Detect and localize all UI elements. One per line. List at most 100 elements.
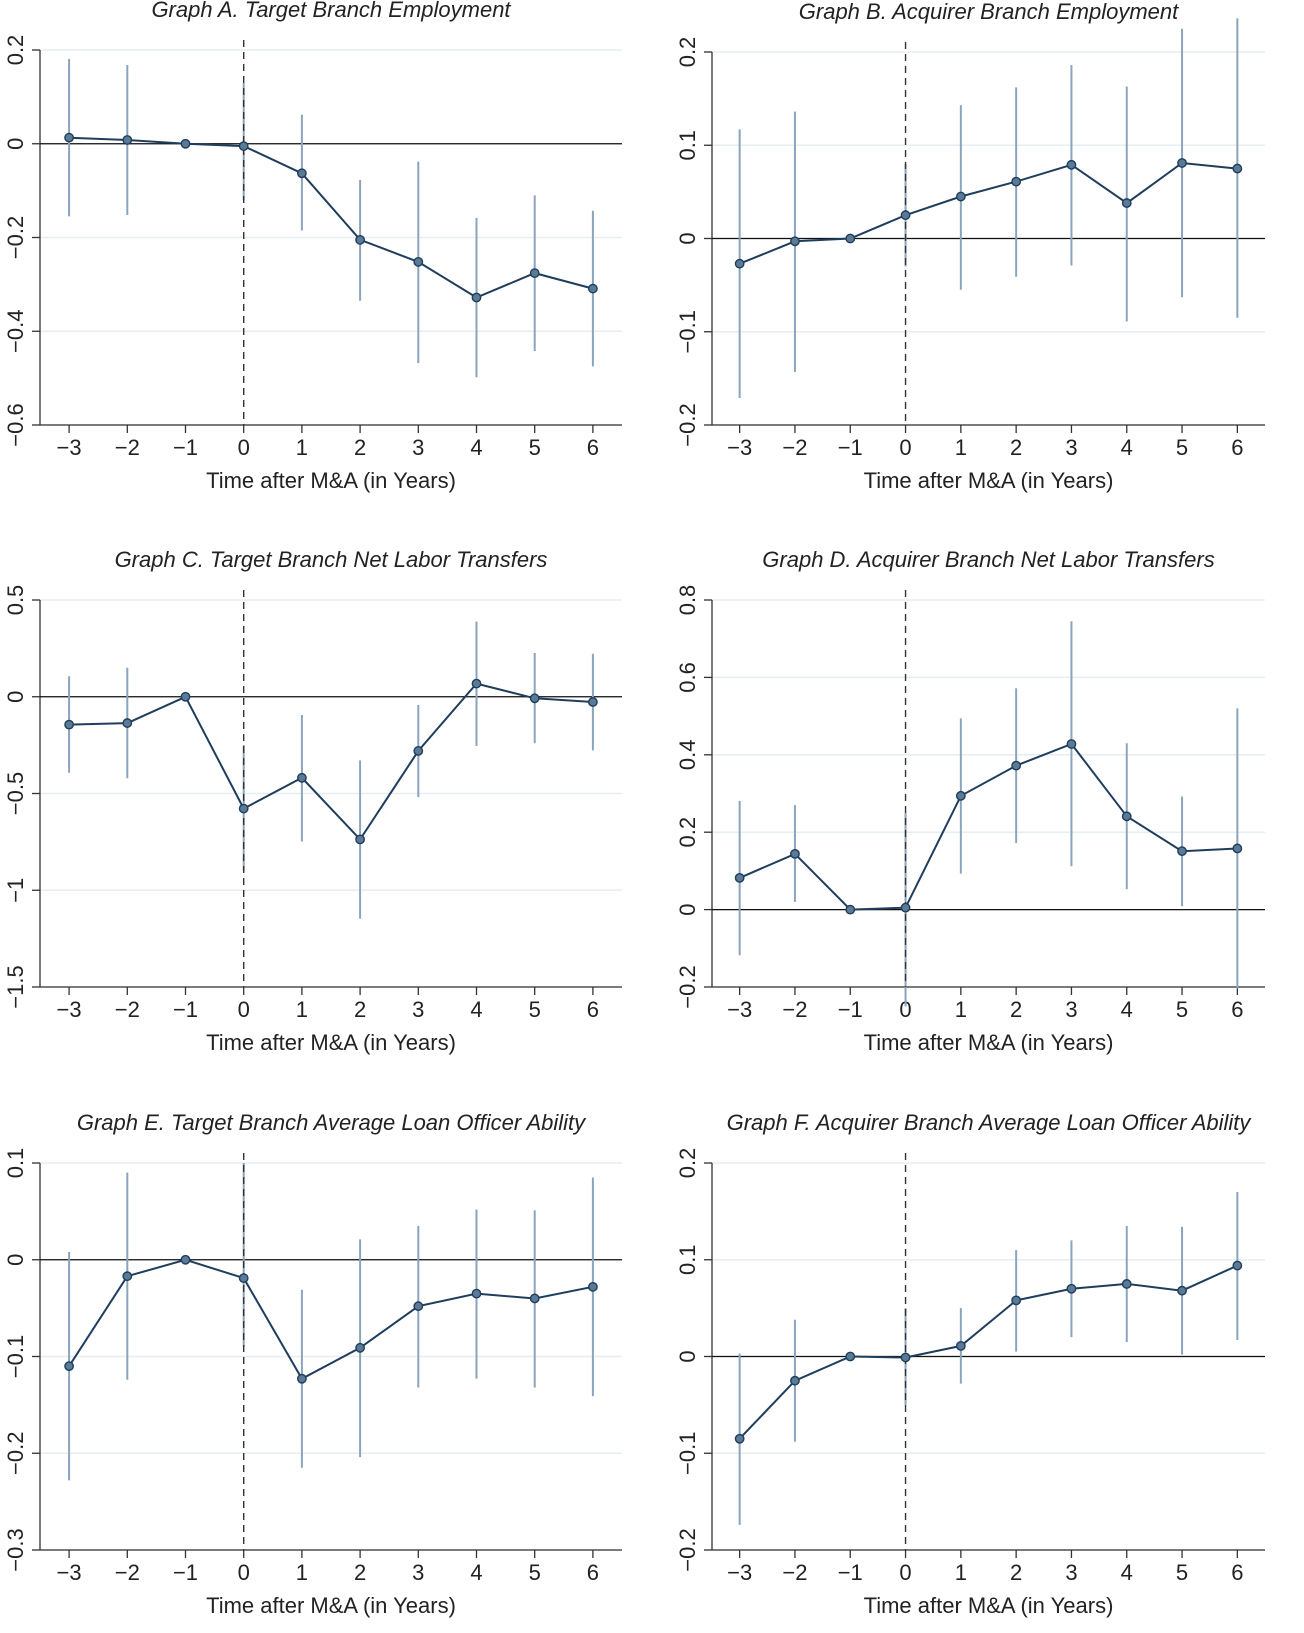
data-point	[845, 1351, 856, 1362]
chart-panel-3: Graph C. Target Branch Net Labor Transfe…	[3, 547, 622, 1055]
x-axis-label: Time after M&A (in Years)	[206, 1030, 456, 1055]
data-point	[734, 1433, 745, 1444]
data-point	[1011, 760, 1022, 771]
y-tick-label: 0.4	[675, 740, 700, 771]
y-tick-label: 0	[675, 903, 700, 915]
x-tick-label: 5	[529, 1560, 541, 1585]
x-tick-label: −1	[838, 435, 863, 460]
chart-title: Graph B. Acquirer Branch Employment	[799, 0, 1179, 24]
data-point	[238, 803, 249, 814]
data-point	[900, 1352, 911, 1363]
data-point	[1121, 198, 1132, 208]
data-point	[471, 678, 482, 689]
x-tick-label: 4	[470, 997, 482, 1022]
x-tick-label: 5	[1176, 997, 1188, 1022]
data-point	[529, 693, 540, 704]
x-tick-label: 3	[412, 997, 424, 1022]
x-tick-label: 6	[1231, 435, 1243, 460]
data-point	[588, 1281, 598, 1292]
data-point	[471, 1288, 482, 1299]
x-tick-label: 0	[899, 435, 911, 460]
data-point	[1177, 1285, 1187, 1296]
data-point	[413, 1301, 424, 1312]
x-tick-label: 5	[529, 997, 541, 1022]
y-tick-label: −0.4	[3, 310, 28, 353]
y-tick-label: 0.8	[675, 585, 700, 616]
data-point	[296, 168, 307, 179]
y-tick-label: −0.3	[3, 1528, 28, 1571]
data-point	[790, 1375, 800, 1386]
data-point	[122, 135, 133, 145]
data-point	[1066, 1283, 1077, 1294]
x-tick-label: 3	[1065, 997, 1077, 1022]
data-point	[1121, 1279, 1132, 1289]
x-tick-label: 2	[1010, 435, 1022, 460]
y-tick-label: 0.1	[675, 130, 700, 161]
chart-panel-1: Graph A. Target Branch Employment −0.6 −0.…	[3, 0, 622, 493]
x-tick-label: −2	[782, 997, 807, 1022]
x-tick-label: −3	[57, 435, 82, 460]
y-tick-label: 0.2	[675, 817, 700, 848]
y-tick-label: 0.6	[675, 662, 700, 693]
x-tick-label: 6	[1231, 997, 1243, 1022]
x-tick-label: −3	[57, 1560, 82, 1585]
y-tick-label: 0.2	[3, 35, 28, 66]
x-axis-label: Time after M&A (in Years)	[864, 1593, 1114, 1618]
chart-panel-2: Graph B. Acquirer Branch Employment −0.2 −…	[675, 0, 1265, 493]
x-tick-label: −1	[173, 435, 198, 460]
data-point	[64, 132, 75, 143]
y-tick-label: −1	[3, 878, 28, 903]
data-point	[955, 790, 966, 801]
data-point	[471, 292, 482, 303]
x-tick-label: 2	[354, 997, 366, 1022]
x-tick-label: 1	[296, 435, 308, 460]
data-point	[1011, 176, 1022, 187]
y-tick-label: −0.1	[3, 1335, 28, 1378]
x-axis-label: Time after M&A (in Years)	[206, 1593, 456, 1618]
x-tick-label: 4	[470, 435, 482, 460]
data-point	[180, 1254, 191, 1265]
x-tick-label: −3	[727, 435, 752, 460]
data-point	[1232, 1260, 1243, 1271]
x-tick-label: −2	[782, 435, 807, 460]
data-point	[734, 872, 745, 883]
data-point	[413, 256, 424, 267]
data-point	[122, 718, 133, 728]
x-tick-label: 0	[238, 997, 250, 1022]
y-tick-label: 0.5	[3, 585, 28, 616]
data-point	[1177, 846, 1187, 857]
x-tick-label: 3	[1065, 435, 1077, 460]
data-point	[1066, 739, 1077, 749]
x-tick-label: 4	[1121, 997, 1133, 1022]
x-tick-label: 0	[238, 1560, 250, 1585]
x-tick-label: 5	[1176, 435, 1188, 460]
data-point	[790, 848, 800, 859]
data-point	[180, 138, 191, 149]
y-tick-label: 0.1	[3, 1148, 28, 1179]
series-line	[739, 161, 1238, 265]
y-tick-label: 0.1	[675, 1244, 700, 1275]
data-point	[955, 191, 966, 202]
x-tick-label: 4	[1121, 1560, 1133, 1585]
x-tick-label: −2	[782, 1560, 807, 1585]
data-point	[238, 1273, 249, 1284]
x-tick-label: −3	[57, 997, 82, 1022]
y-tick-label: 0	[3, 1254, 28, 1266]
data-point	[845, 233, 856, 244]
data-point	[529, 268, 540, 279]
x-tick-label: 4	[1121, 435, 1133, 460]
y-tick-label: 0.2	[675, 1148, 700, 1179]
data-point	[180, 691, 191, 702]
series-line	[739, 742, 1238, 911]
data-point	[355, 234, 365, 245]
x-tick-label: 3	[412, 435, 424, 460]
series-line	[69, 136, 594, 299]
data-point	[529, 1293, 540, 1304]
y-tick-label: −1.5	[3, 965, 28, 1008]
chart-panel-4: Graph D. Acquirer Branch Net Labor Trans…	[675, 547, 1265, 1055]
data-point	[64, 1361, 75, 1372]
data-point	[1066, 159, 1077, 170]
x-tick-label: 6	[587, 1560, 599, 1585]
chart-title: Graph A. Target Branch Employment	[151, 0, 511, 22]
